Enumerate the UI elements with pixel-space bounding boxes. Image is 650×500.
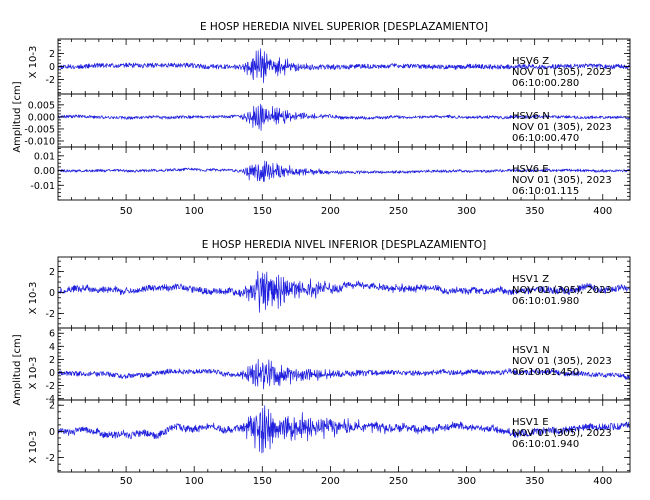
panel-unit-label: X 10-3 (28, 46, 39, 79)
trace-annotation: 06:10:01.980 (512, 296, 579, 307)
y-axis-label: Amplitud [cm] (12, 334, 23, 405)
y-tick-label: 0.000 (28, 112, 55, 123)
trace-annotation: 06:10:01.450 (512, 367, 579, 378)
panel-unit-label: X 10-3 (28, 357, 39, 390)
x-tick-label: 300 (457, 476, 476, 487)
x-tick-label: 250 (389, 206, 408, 217)
y-tick-label: 6 (49, 329, 55, 340)
trace-annotation: HSV6 N (512, 111, 550, 122)
y-tick-label: -2 (46, 453, 55, 464)
y-tick-label: -2 (46, 381, 55, 392)
x-tick-label: 150 (253, 206, 272, 217)
x-tick-label: 150 (253, 476, 272, 487)
chart-2: E HOSP HEREDIA NIVEL INFERIOR [DESPLAZAM… (12, 239, 631, 487)
x-tick-label: 100 (185, 476, 204, 487)
x-tick-label: 100 (185, 206, 204, 217)
panel-unit-label: X 10-3 (28, 431, 39, 464)
y-tick-label: 0.005 (28, 100, 55, 111)
y-tick-label: -2 (46, 75, 55, 86)
y-tick-label: 2 (49, 355, 55, 366)
trace-line (57, 405, 631, 454)
y-tick-label: -0.010 (24, 136, 55, 147)
y-tick-label: -2 (46, 309, 55, 320)
trace-line (57, 48, 631, 84)
chart-title: E HOSP HEREDIA NIVEL INFERIOR [DESPLAZAM… (202, 239, 486, 251)
y-tick-label: 2 (49, 49, 55, 60)
trace-annotation: 06:10:00.470 (512, 133, 579, 144)
y-tick-label: 0.00 (34, 166, 55, 177)
y-tick-label: -0.01 (30, 181, 55, 192)
x-tick-label: 400 (593, 206, 612, 217)
y-tick-label: 0 (49, 288, 55, 299)
y-tick-label: 2 (49, 401, 55, 412)
x-tick-label: 300 (457, 206, 476, 217)
trace-annotation: HSV6 E (512, 164, 549, 175)
y-tick-label: 0 (49, 62, 55, 73)
trace-line (57, 103, 631, 131)
y-tick-label: 4 (49, 342, 55, 353)
y-tick-label: -4 (46, 394, 55, 405)
y-tick-label: 0.01 (34, 151, 55, 162)
trace-annotation: NOV 01 (305), 2023 (512, 67, 612, 78)
y-tick-label: -0.005 (24, 124, 55, 135)
trace-annotation: NOV 01 (305), 2023 (512, 356, 612, 367)
panel-unit-label: X 10-3 (28, 282, 39, 315)
trace-line (57, 270, 631, 313)
trace-line (57, 160, 631, 183)
y-tick-label: 0 (49, 368, 55, 379)
trace-annotation: NOV 01 (305), 2023 (512, 428, 612, 439)
y-tick-label: 0 (49, 427, 55, 438)
trace-annotation: NOV 01 (305), 2023 (512, 175, 612, 186)
x-tick-label: 350 (525, 476, 544, 487)
trace-annotation: NOV 01 (305), 2023 (512, 285, 612, 296)
trace-annotation: HSV1 Z (512, 274, 549, 285)
trace-annotation: 06:10:01.115 (512, 186, 579, 197)
x-tick-label: 400 (593, 476, 612, 487)
x-tick-label: 50 (120, 476, 133, 487)
trace-annotation: NOV 01 (305), 2023 (512, 122, 612, 133)
x-tick-label: 200 (321, 206, 340, 217)
trace-annotation: 06:10:00.280 (512, 78, 579, 89)
chart-title: E HOSP HEREDIA NIVEL SUPERIOR [DESPLAZAM… (200, 21, 488, 33)
x-tick-label: 200 (321, 476, 340, 487)
trace-annotation: HSV1 N (512, 345, 550, 356)
y-tick-label: 2 (49, 267, 55, 278)
chart-1: E HOSP HEREDIA NIVEL SUPERIOR [DESPLAZAM… (12, 21, 631, 217)
trace-annotation: HSV1 E (512, 417, 549, 428)
x-tick-label: 250 (389, 476, 408, 487)
x-tick-label: 50 (120, 206, 133, 217)
trace-annotation: HSV6 Z (512, 56, 549, 67)
trace-annotation: 06:10:01.940 (512, 439, 579, 450)
y-axis-label: Amplitud [cm] (12, 81, 23, 152)
trace-line (57, 358, 631, 390)
x-tick-label: 350 (525, 206, 544, 217)
